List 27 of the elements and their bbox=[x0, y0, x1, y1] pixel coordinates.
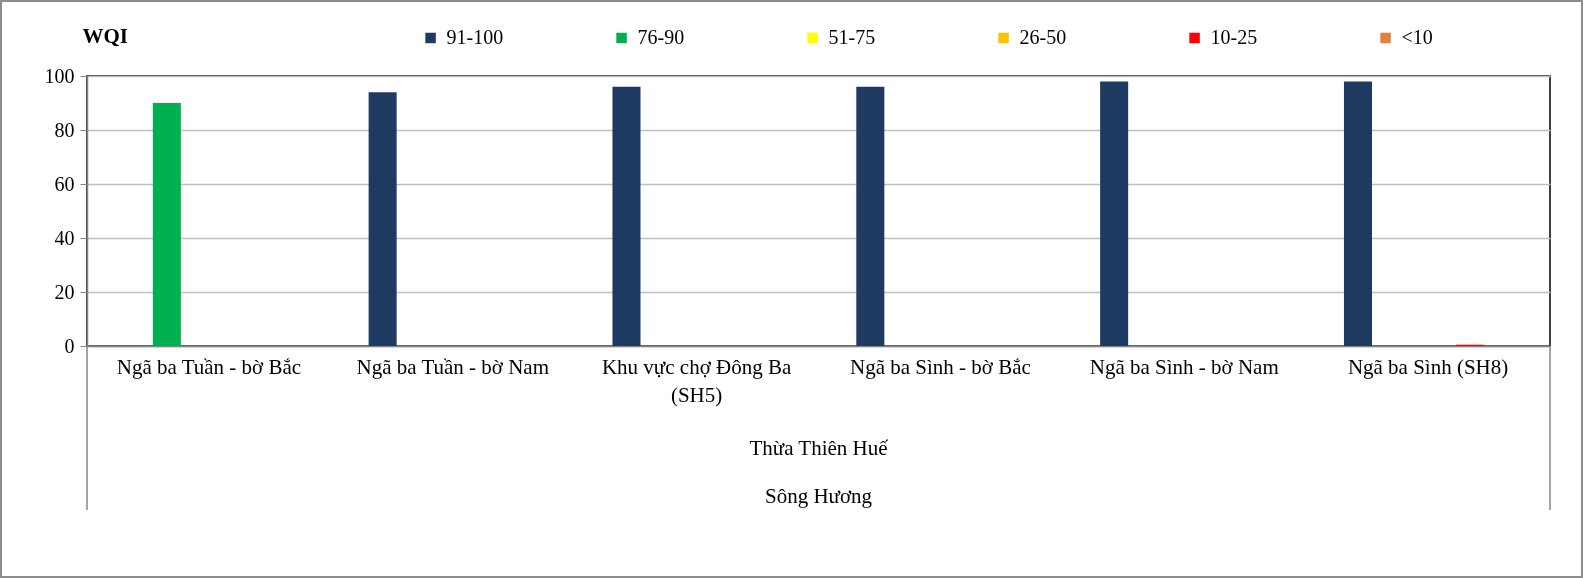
text: Sông Hương bbox=[764, 484, 873, 508]
legend-label: 51-75 bbox=[828, 26, 876, 48]
y-tick-label: 60 bbox=[54, 172, 75, 195]
legend-label: 91-100 bbox=[446, 26, 504, 48]
bar bbox=[368, 92, 397, 346]
bar bbox=[612, 86, 641, 346]
y-axis-title: WQI bbox=[82, 23, 129, 48]
x-tick-label: Ngã ba Tuần - bờ Nam bbox=[356, 354, 550, 379]
y-tick-label: 20 bbox=[54, 280, 75, 303]
text: Thừa Thiên Huế bbox=[749, 436, 889, 460]
x-tick-label: Ngã ba Tuần - bờ Bắc bbox=[116, 354, 302, 379]
x-tick-label: Ngã ba Sình - bờ Nam bbox=[1089, 354, 1279, 379]
bar bbox=[152, 103, 181, 346]
y-tick-label: 0 bbox=[64, 334, 75, 357]
y-tick-label: 80 bbox=[54, 118, 75, 141]
legend-label: <10 bbox=[1401, 26, 1433, 48]
x-tick-label: Khu vực chợ Đông Ba (SH5) bbox=[601, 354, 792, 407]
legend-label: 76-90 bbox=[637, 26, 685, 48]
bar bbox=[856, 86, 885, 346]
x-tick-label: Ngã ba Sình (SH8) bbox=[1347, 354, 1509, 379]
bar bbox=[1343, 81, 1372, 346]
x-tick-label: Ngã ba Sình - bờ Bắc bbox=[850, 354, 1031, 379]
bar bbox=[1100, 81, 1129, 346]
legend-label: 10-25 bbox=[1210, 26, 1258, 48]
y-tick-label: 40 bbox=[54, 226, 75, 249]
y-tick-label: 100 bbox=[44, 64, 75, 87]
legend-label: 26-50 bbox=[1019, 26, 1067, 48]
